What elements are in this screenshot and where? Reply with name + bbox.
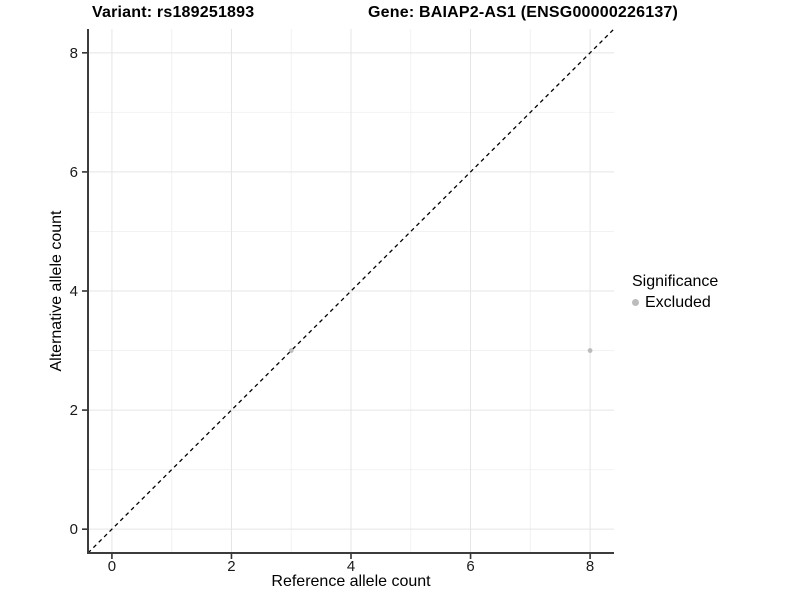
y-tick-label: 0: [69, 521, 78, 539]
y-tick-label: 8: [69, 44, 78, 62]
x-tick-label: 8: [585, 558, 595, 575]
plot-title-gene: Gene: BAIAP2-AS1 (ENSG00000226137): [368, 4, 679, 21]
x-tick-label: 4: [346, 558, 356, 575]
y-tick-label: 2: [69, 402, 78, 420]
data-point: [587, 348, 593, 353]
excluded-point-icon: [632, 299, 639, 306]
x-tick-label: 0: [107, 558, 117, 575]
x-tick-label: 6: [466, 558, 475, 575]
plot-title-variant: Variant: rs189251893: [92, 4, 255, 21]
legend-title: Significance: [632, 273, 719, 290]
dashed-diagonal: [87, 28, 615, 554]
y-tick-label: 6: [69, 163, 78, 181]
legend-item-label: Excluded: [645, 294, 711, 311]
axis-lines: [87, 29, 614, 554]
x-axis-title: Reference allele count: [271, 573, 431, 590]
identity-reference-line: [87, 28, 615, 554]
data-point: [288, 348, 294, 353]
legend: Significance Excluded: [632, 272, 718, 312]
x-tick-label: 2: [227, 558, 236, 575]
major-gridlines: [88, 29, 614, 553]
y-tick-label: 4: [69, 283, 78, 300]
data-points: [288, 348, 593, 353]
tick-marks: [82, 52, 591, 559]
legend-item-excluded: Excluded: [632, 293, 718, 312]
